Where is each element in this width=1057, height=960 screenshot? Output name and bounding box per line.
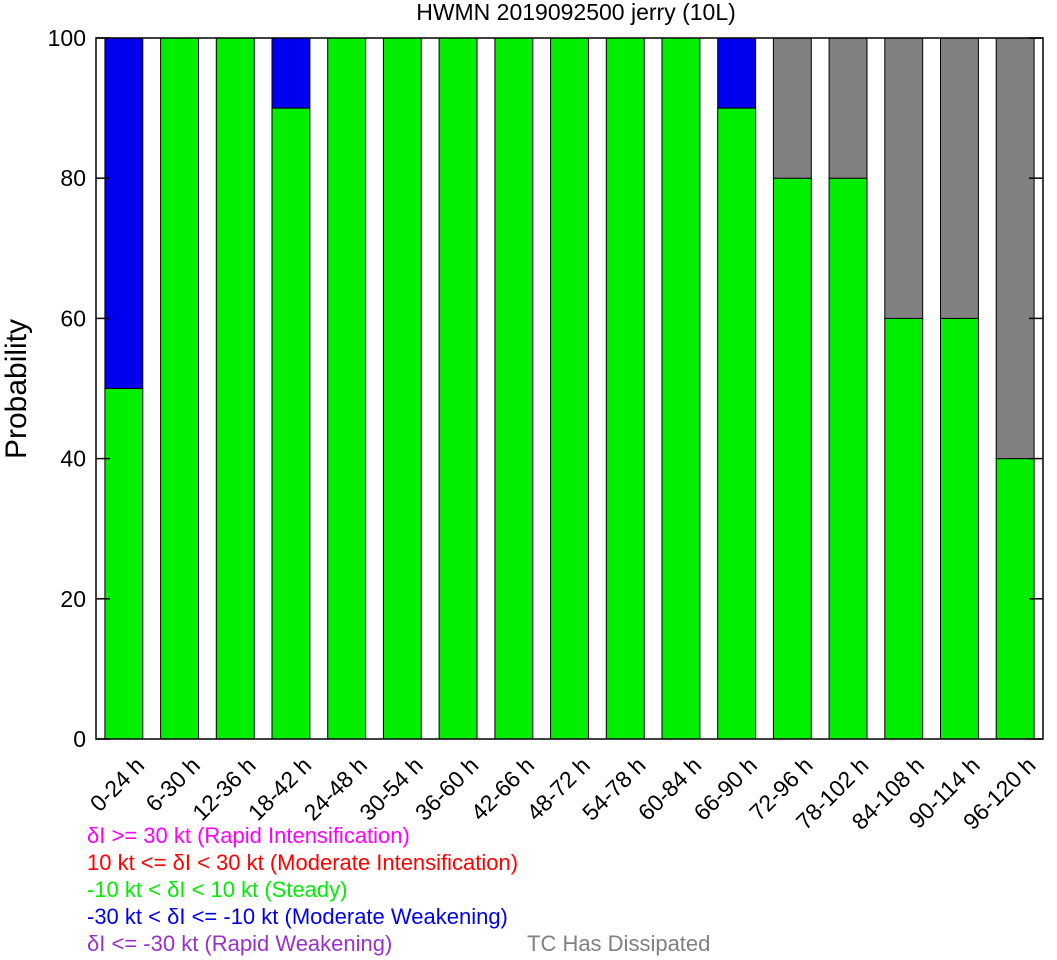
bar-steady-2 — [215, 37, 255, 740]
y-tick-label-0: 0 — [73, 726, 86, 752]
bar-steady-10 — [661, 37, 701, 740]
bar-dissipated-15 — [940, 37, 979, 319]
bar-steady-14 — [884, 317, 924, 740]
y-axis-label: Probability — [0, 319, 33, 459]
bar-steady-1 — [160, 37, 200, 740]
bar-steady-16 — [995, 458, 1035, 740]
y-tick-label-3: 60 — [60, 305, 86, 331]
bar-steady-8 — [550, 37, 589, 740]
legend-item-2: -10 kt < δI < 10 kt (Steady) — [87, 877, 348, 902]
bar-steady-6 — [438, 37, 478, 740]
plot-frame — [95, 37, 1044, 740]
bar-steady-15 — [940, 317, 979, 740]
legend-item-3: -30 kt < δI <= -10 kt (Moderate Weakenin… — [87, 904, 508, 929]
legend-item-4: δI <= -30 kt (Rapid Weakening) — [87, 931, 393, 956]
bar-dissipated-16 — [995, 37, 1035, 460]
bar-steady-11 — [717, 107, 757, 740]
bar-steady-9 — [605, 37, 645, 740]
y-tick-labels: 0 20 40 60 80 100 — [48, 25, 86, 752]
bar-steady-12 — [772, 177, 812, 740]
y-tick-label-4: 80 — [60, 165, 86, 191]
bar-mw-11 — [717, 37, 757, 109]
legend-item-dissipated: TC Has Dissipated — [527, 931, 711, 956]
bar-steady-4 — [327, 37, 367, 740]
bar-mw-3 — [271, 37, 311, 109]
bar-steady-13 — [828, 177, 868, 740]
bar-steady-3 — [271, 107, 311, 740]
y-tick-label-5: 100 — [48, 25, 86, 51]
bar-mw-0 — [104, 37, 144, 389]
bar-steady-7 — [494, 37, 534, 740]
legend-item-0: δI >= 30 kt (Rapid Intensification) — [87, 823, 410, 848]
bars — [104, 37, 1035, 740]
bar-steady-5 — [382, 37, 422, 740]
x-tick-label-0: 0-24 h — [85, 752, 150, 817]
chart-title: HWMN 2019092500 jerry (10L) — [416, 0, 736, 25]
legend: δI >= 30 kt (Rapid Intensification) 10 kt… — [87, 822, 518, 957]
y-tick-label-1: 20 — [60, 586, 86, 612]
legend-item-1: 10 kt <= δI < 30 kt (Moderate Intensific… — [87, 850, 519, 875]
y-tick-label-2: 40 — [60, 446, 86, 472]
bar-dissipated-13 — [828, 37, 868, 179]
bar-dissipated-14 — [884, 37, 924, 319]
bar-steady-0 — [104, 388, 144, 740]
bar-dissipated-12 — [772, 37, 812, 179]
